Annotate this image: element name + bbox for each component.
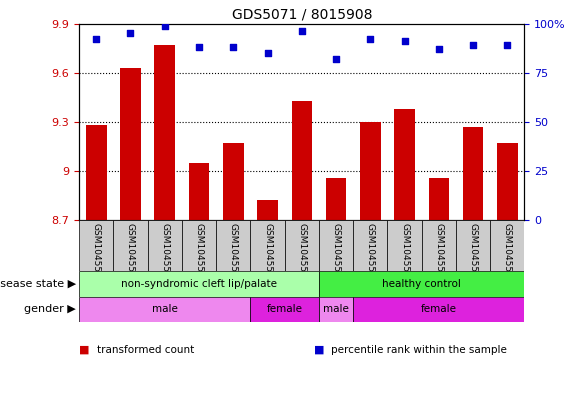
Bar (353, 220, 387, 271)
Bar (285, 220, 319, 271)
Bar (326, 178, 346, 220)
Text: GSM1045518: GSM1045518 (126, 222, 135, 283)
Point (468, 42, 478, 48)
Bar (79, 271, 319, 297)
Text: healthy control: healthy control (382, 279, 461, 289)
Point (91, 36, 101, 42)
Text: female: female (421, 305, 457, 314)
Bar (456, 220, 490, 271)
Text: GSM1045522: GSM1045522 (195, 222, 203, 283)
Text: male: male (323, 305, 349, 314)
Bar (113, 220, 148, 271)
Text: GSM1045529: GSM1045529 (503, 222, 512, 283)
Bar (428, 178, 449, 220)
Bar (182, 220, 216, 271)
Bar (155, 45, 175, 220)
Text: GSM1045521: GSM1045521 (297, 222, 306, 283)
Bar (120, 68, 141, 220)
Text: disease state ▶: disease state ▶ (0, 279, 76, 289)
Title: GDS5071 / 8015908: GDS5071 / 8015908 (231, 7, 372, 21)
Text: GSM1045519: GSM1045519 (160, 222, 169, 283)
Text: male: male (152, 305, 178, 314)
Text: ■: ■ (79, 345, 90, 355)
Bar (86, 125, 107, 220)
Point (160, 22, 169, 29)
Bar (387, 220, 422, 271)
Text: ■: ■ (314, 345, 324, 355)
Text: GSM1045523: GSM1045523 (229, 222, 238, 283)
Point (503, 42, 512, 48)
Text: non-syndromic cleft lip/palate: non-syndromic cleft lip/palate (121, 279, 277, 289)
Point (195, 44, 204, 50)
Text: GSM1045525: GSM1045525 (332, 222, 340, 283)
Text: GSM1045520: GSM1045520 (263, 222, 272, 283)
Bar (250, 220, 285, 271)
Text: transformed count: transformed count (97, 345, 194, 355)
Text: GSM1045517: GSM1045517 (92, 222, 101, 283)
Point (400, 38, 409, 44)
Bar (148, 220, 182, 271)
Bar (497, 143, 517, 220)
Text: gender ▶: gender ▶ (25, 305, 76, 314)
Text: GSM1045526: GSM1045526 (434, 222, 444, 283)
Point (434, 46, 444, 52)
Text: percentile rank within the sample: percentile rank within the sample (331, 345, 507, 355)
Text: female: female (267, 305, 302, 314)
Text: GSM1045527: GSM1045527 (366, 222, 375, 283)
Bar (319, 220, 353, 271)
Bar (216, 220, 250, 271)
Bar (394, 109, 415, 220)
Bar (360, 122, 380, 220)
Bar (223, 143, 244, 220)
Text: GSM1045528: GSM1045528 (469, 222, 478, 283)
Bar (291, 101, 312, 220)
Bar (250, 297, 319, 322)
Bar (319, 271, 524, 297)
Bar (463, 127, 483, 220)
Bar (79, 297, 250, 322)
Bar (353, 297, 524, 322)
Point (263, 50, 272, 56)
Bar (490, 220, 524, 271)
Bar (257, 200, 278, 220)
Point (331, 56, 340, 62)
Bar (422, 220, 456, 271)
Bar (319, 297, 353, 322)
Point (229, 44, 238, 50)
Text: GSM1045524: GSM1045524 (400, 222, 409, 283)
Point (366, 36, 375, 42)
Bar (79, 220, 113, 271)
Point (297, 28, 306, 35)
Point (126, 30, 135, 37)
Bar (189, 163, 209, 220)
